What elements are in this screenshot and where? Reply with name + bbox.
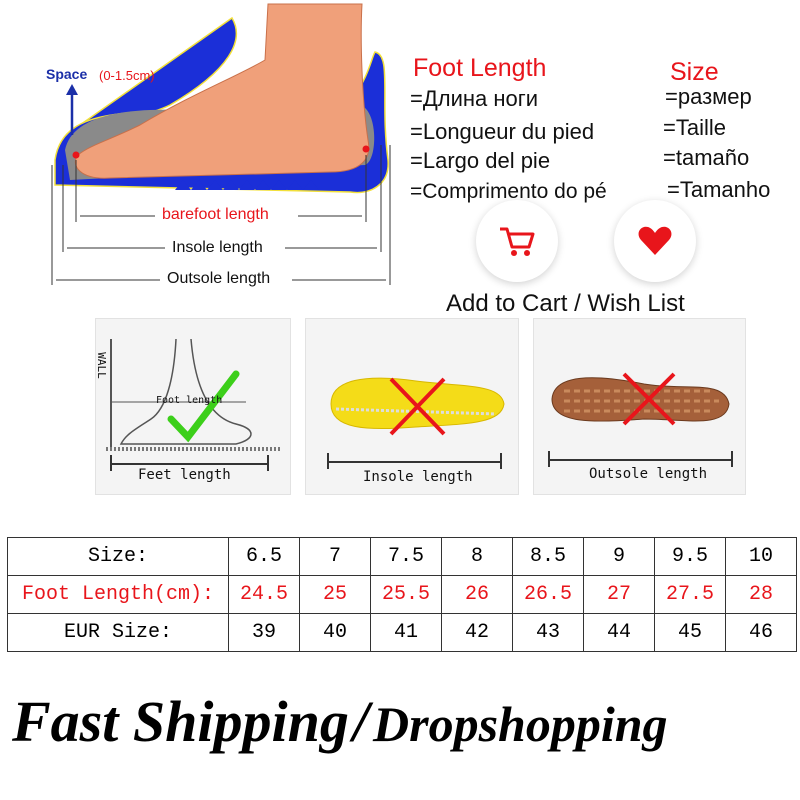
size-ru: =размер <box>665 84 752 109</box>
size-cell: 9 <box>583 537 655 576</box>
space-range: (0-1.5cm) <box>99 68 155 83</box>
table-row-foot-length: Foot Length(cm): 24.5 25 25.5 26 26.5 27… <box>7 575 797 614</box>
foot-shoe-illustration <box>51 3 391 285</box>
size-cell: 6.5 <box>228 537 300 576</box>
size-cell: 10 <box>725 537 797 576</box>
insole-length-label: Insole length <box>363 469 473 485</box>
outsole-illustration <box>548 372 733 467</box>
shipping-banner: Fast Shipping / Dropshopping <box>12 688 668 755</box>
wall-label: WALL <box>94 352 108 379</box>
foot-length-pt: =Comprimento do pé <box>410 180 607 203</box>
outsole-length-label: Outsole length <box>589 466 708 482</box>
foot-length-cell: 25.5 <box>370 575 442 614</box>
foot-length-es: =Largo del pie <box>410 148 551 173</box>
shopping-cart-icon <box>500 227 535 256</box>
eur-size-cell: 44 <box>583 613 655 652</box>
size-cell: 7.5 <box>370 537 442 576</box>
panel-outsole-length: Outsole length <box>533 318 746 495</box>
foot-measurement-diagram: Space (0-1.5cm) barefoot length Insole l… <box>0 0 400 300</box>
eur-size-cell: 40 <box>299 613 371 652</box>
foot-length-fr: =Longueur du pied <box>410 119 595 144</box>
banner-dropshopping: Dropshopping <box>373 696 668 752</box>
size-fr: =Taille <box>663 115 726 140</box>
space-label: Space <box>46 66 88 82</box>
eur-size-cell: 42 <box>441 613 513 652</box>
foot-length-cell: 26 <box>441 575 513 614</box>
foot-length-inner-label: Foot length <box>156 395 223 406</box>
foot-against-wall-illustration <box>106 338 281 471</box>
eur-size-cell: 43 <box>512 613 584 652</box>
heart-icon <box>638 226 672 255</box>
table-row-eur-size: EUR Size: 39 40 41 42 43 44 45 46 <box>7 613 797 652</box>
insole-length-label: Insole length <box>172 239 263 256</box>
barefoot-length-label: barefoot length <box>162 206 269 223</box>
eur-size-header: EUR Size: <box>7 613 229 652</box>
size-chart-table: Size: 6.5 7 7.5 8 8.5 9 9.5 10 Foot Leng… <box>7 537 797 652</box>
outsole-length-label: Outsole length <box>167 270 271 287</box>
foot-length-cell: 27.5 <box>654 575 726 614</box>
size-es: =tamaño <box>663 145 750 170</box>
banner-separator: / <box>352 689 369 754</box>
foot-length-ru: =Длина ноги <box>410 86 539 111</box>
add-to-cart-button[interactable] <box>476 200 558 282</box>
foot-length-cell: 25 <box>299 575 371 614</box>
eur-size-cell: 41 <box>370 613 442 652</box>
foot-length-title: Foot Length <box>413 54 547 82</box>
size-cell: 8.5 <box>512 537 584 576</box>
foot-length-cell: 28 <box>725 575 797 614</box>
size-cell: 7 <box>299 537 371 576</box>
size-header: Size: <box>7 537 229 576</box>
foot-length-cell: 26.5 <box>512 575 584 614</box>
size-pt: =Tamanho <box>667 177 771 202</box>
insole-illustration <box>327 377 505 469</box>
eur-size-cell: 39 <box>228 613 300 652</box>
panel-insole-length: Insole length <box>305 318 519 495</box>
foot-length-cell: 24.5 <box>228 575 300 614</box>
size-title: Size <box>670 58 719 86</box>
banner-fast-shipping: Fast Shipping <box>12 689 349 754</box>
size-cell: 9.5 <box>654 537 726 576</box>
foot-length-cell: 27 <box>583 575 655 614</box>
foot-length-header: Foot Length(cm): <box>7 575 229 614</box>
wish-list-button[interactable] <box>614 200 696 282</box>
eur-size-cell: 46 <box>725 613 797 652</box>
eur-size-cell: 45 <box>654 613 726 652</box>
feet-length-label: Feet length <box>138 467 231 483</box>
panel-feet-length: WALL Foot length Feet length <box>95 318 291 495</box>
size-cell: 8 <box>441 537 513 576</box>
add-to-cart-wish-list-label: Add to Cart / Wish List <box>446 290 685 317</box>
table-row-size: Size: 6.5 7 7.5 8 8.5 9 9.5 10 <box>7 537 797 576</box>
